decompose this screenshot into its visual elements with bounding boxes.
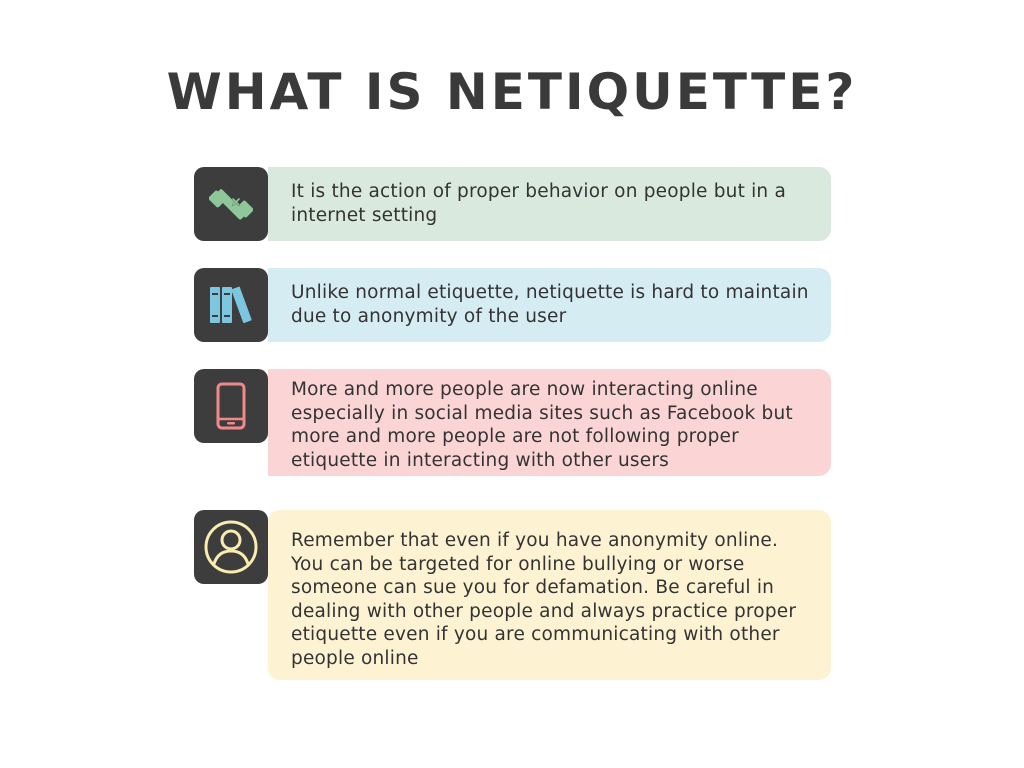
icon-tile (194, 167, 268, 241)
item-text: It is the action of proper behavior on p… (291, 181, 786, 226)
item-text-box: Unlike normal etiquette, netiquette is h… (268, 268, 831, 342)
item-text-box: It is the action of proper behavior on p… (268, 167, 831, 241)
item-text: More and more people are now interacting… (291, 379, 793, 471)
item-text: Unlike normal etiquette, netiquette is h… (291, 282, 809, 327)
phone-handset-icon (209, 189, 253, 220)
icon-tile (194, 369, 268, 443)
netiquette-item-2: Unlike normal etiquette, netiquette is h… (194, 268, 831, 342)
item-text: Remember that even if you have anonymity… (291, 530, 797, 669)
icon-tile (194, 510, 268, 584)
icon-tile (194, 268, 268, 342)
item-text-box: Remember that even if you have anonymity… (268, 510, 831, 680)
books-icon (210, 286, 252, 324)
user-profile-icon (204, 520, 258, 574)
item-text-box: More and more people are now interacting… (268, 369, 831, 476)
netiquette-item-3: More and more people are now interacting… (194, 369, 831, 476)
netiquette-item-4: Remember that even if you have anonymity… (194, 510, 831, 680)
page-title: WHAT IS NETIQUETTE? (166, 63, 858, 121)
smartphone-icon (216, 382, 246, 430)
netiquette-item-1: It is the action of proper behavior on p… (194, 167, 831, 241)
